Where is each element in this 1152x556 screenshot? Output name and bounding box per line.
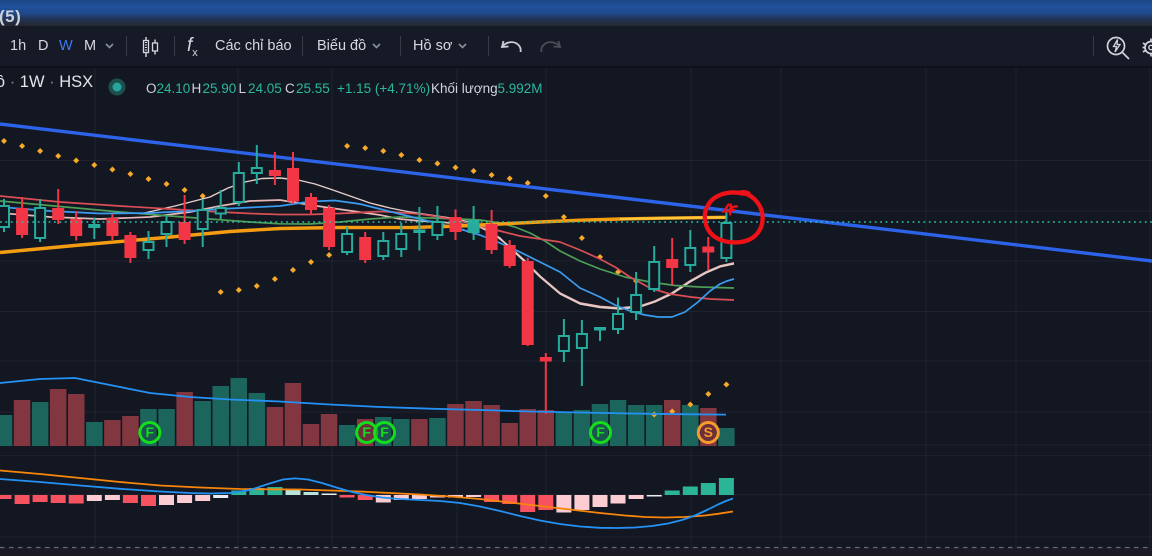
svg-text:F: F xyxy=(362,424,371,440)
svg-text:F: F xyxy=(380,424,389,440)
svg-text:S: S xyxy=(704,424,713,440)
svg-text:F: F xyxy=(596,424,605,440)
svg-text:F: F xyxy=(146,424,155,440)
